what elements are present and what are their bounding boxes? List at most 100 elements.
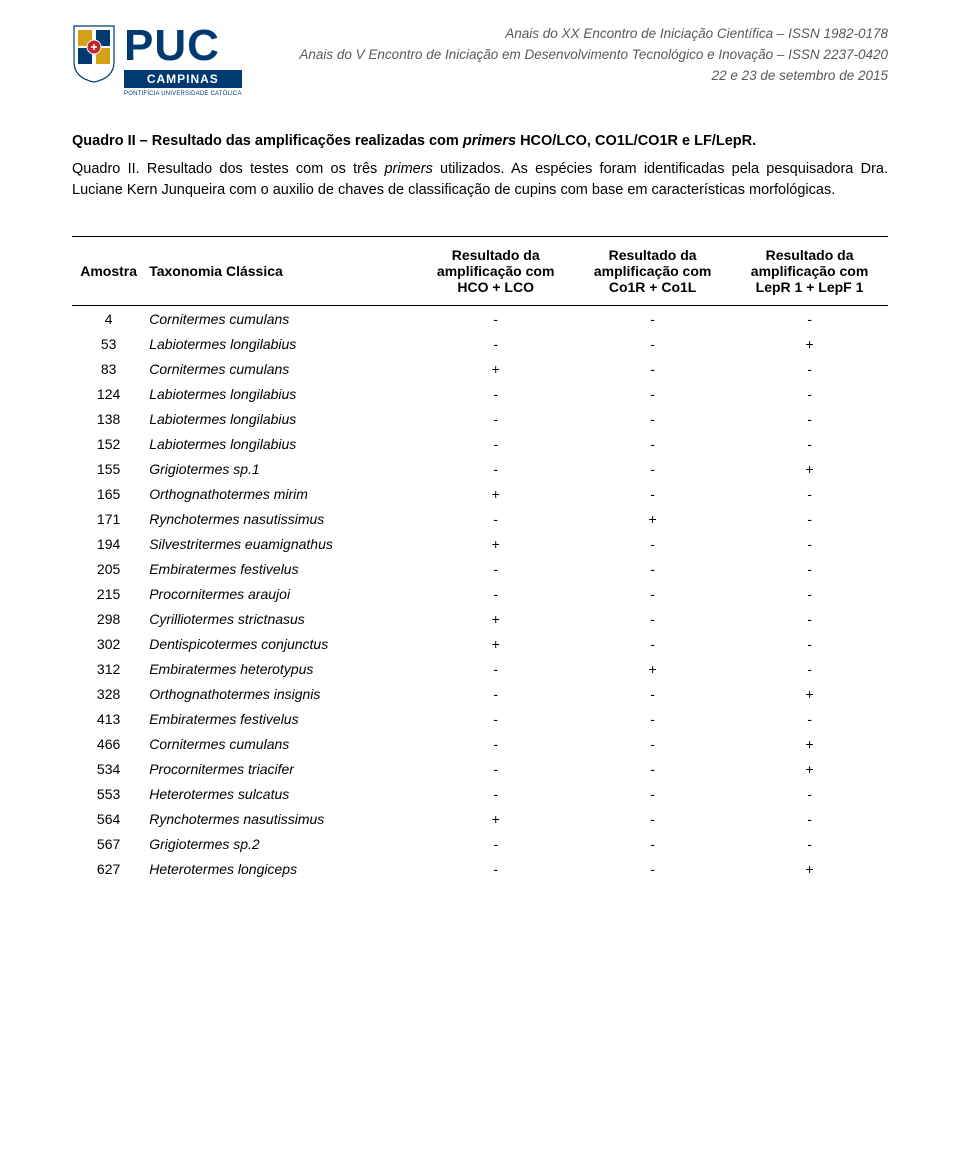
cell-result: - — [417, 431, 574, 456]
table-row: 171Rynchotermes nasutissimus-+- — [72, 506, 888, 531]
table-row: 215Procornitermes araujoi--- — [72, 581, 888, 606]
cell-result: - — [574, 756, 731, 781]
cell-amostra: 138 — [72, 406, 145, 431]
header-line-2: Anais do V Encontro de Iniciação em Dese… — [299, 45, 888, 66]
cell-result: - — [574, 481, 731, 506]
table-body: 4Cornitermes cumulans---53Labiotermes lo… — [72, 306, 888, 882]
cell-amostra: 567 — [72, 831, 145, 856]
col-lepr: Resultado da amplificação com LepR 1 + L… — [731, 237, 888, 306]
page-header: PUC CAMPINAS PONTIFÍCIA UNIVERSIDADE CAT… — [72, 24, 888, 97]
cell-amostra: 534 — [72, 756, 145, 781]
cell-taxonomia: Embiratermes festivelus — [145, 706, 417, 731]
cell-amostra: 152 — [72, 431, 145, 456]
cell-result: - — [731, 606, 888, 631]
cell-result: - — [574, 781, 731, 806]
table-row: 534Procornitermes triacifer--+ — [72, 756, 888, 781]
cell-result: - — [574, 456, 731, 481]
cell-result: - — [417, 306, 574, 332]
cell-result: + — [417, 356, 574, 381]
cell-result: - — [417, 456, 574, 481]
cell-taxonomia: Cornitermes cumulans — [145, 356, 417, 381]
logo-campinas: CAMPINAS — [124, 70, 242, 88]
title-italic: primers — [463, 133, 516, 149]
cell-taxonomia: Embiratermes heterotypus — [145, 656, 417, 681]
results-table: Amostra Taxonomia Clássica Resultado da … — [72, 236, 888, 881]
table-row: 4Cornitermes cumulans--- — [72, 306, 888, 332]
table-row: 312Embiratermes heterotypus-+- — [72, 656, 888, 681]
cell-amostra: 627 — [72, 856, 145, 881]
cell-result: - — [417, 831, 574, 856]
cell-result: - — [574, 356, 731, 381]
title-bold: Quadro II – Resultado das amplificações … — [72, 133, 463, 149]
cell-result: - — [731, 656, 888, 681]
cell-taxonomia: Cyrilliotermes strictnasus — [145, 606, 417, 631]
cell-taxonomia: Labiotermes longilabius — [145, 406, 417, 431]
cell-result: - — [574, 531, 731, 556]
cell-result: + — [731, 331, 888, 356]
table-row: 83Cornitermes cumulans+-- — [72, 356, 888, 381]
cell-result: + — [417, 631, 574, 656]
cell-result: - — [574, 406, 731, 431]
cell-result: + — [731, 681, 888, 706]
cell-amostra: 155 — [72, 456, 145, 481]
cell-result: - — [731, 506, 888, 531]
cell-amostra: 298 — [72, 606, 145, 631]
cell-result: - — [731, 381, 888, 406]
cell-amostra: 312 — [72, 656, 145, 681]
cell-taxonomia: Cornitermes cumulans — [145, 731, 417, 756]
cell-amostra: 171 — [72, 506, 145, 531]
cell-result: - — [574, 306, 731, 332]
cell-result: - — [731, 431, 888, 456]
cell-result: - — [417, 656, 574, 681]
cell-result: - — [574, 606, 731, 631]
cell-amostra: 215 — [72, 581, 145, 606]
cell-taxonomia: Grigiotermes sp.2 — [145, 831, 417, 856]
cell-result: - — [731, 306, 888, 332]
cell-amostra: 466 — [72, 731, 145, 756]
cell-result: - — [417, 856, 574, 881]
caption-i: primers — [384, 161, 432, 177]
cell-amostra: 205 — [72, 556, 145, 581]
table-row: 298Cyrilliotermes strictnasus+-- — [72, 606, 888, 631]
table-header-row: Amostra Taxonomia Clássica Resultado da … — [72, 237, 888, 306]
cell-result: + — [574, 656, 731, 681]
logo-subtitle: PONTIFÍCIA UNIVERSIDADE CATÓLICA — [124, 91, 242, 97]
cell-result: - — [731, 706, 888, 731]
col-amostra: Amostra — [72, 237, 145, 306]
cell-taxonomia: Dentispicotermes conjunctus — [145, 631, 417, 656]
cell-result: - — [417, 756, 574, 781]
cell-taxonomia: Procornitermes triacifer — [145, 756, 417, 781]
cell-result: - — [574, 556, 731, 581]
logo-puc: PUC — [124, 24, 242, 68]
cell-amostra: 328 — [72, 681, 145, 706]
title-rest: HCO/LCO, CO1L/CO1R e LF/LepR. — [516, 133, 756, 149]
cell-result: - — [574, 631, 731, 656]
caption-a: Quadro II. Resultado dos testes com os t… — [72, 161, 384, 177]
cell-result: - — [731, 781, 888, 806]
cell-result: - — [417, 556, 574, 581]
cell-result: - — [574, 731, 731, 756]
cell-result: - — [731, 406, 888, 431]
cell-result: - — [417, 506, 574, 531]
cell-result: - — [574, 581, 731, 606]
cell-taxonomia: Labiotermes longilabius — [145, 381, 417, 406]
table-row: 138Labiotermes longilabius--- — [72, 406, 888, 431]
cell-result: + — [417, 481, 574, 506]
header-right: Anais do XX Encontro de Iniciação Cientí… — [299, 24, 888, 87]
cell-result: + — [731, 456, 888, 481]
cell-result: - — [574, 331, 731, 356]
cell-taxonomia: Heterotermes sulcatus — [145, 781, 417, 806]
table-row: 466Cornitermes cumulans--+ — [72, 731, 888, 756]
table-row: 627Heterotermes longiceps--+ — [72, 856, 888, 881]
col-taxonomia: Taxonomia Clássica — [145, 237, 417, 306]
table-caption: Quadro II. Resultado dos testes com os t… — [72, 159, 888, 200]
cell-taxonomia: Grigiotermes sp.1 — [145, 456, 417, 481]
cell-taxonomia: Rynchotermes nasutissimus — [145, 806, 417, 831]
table-row: 564Rynchotermes nasutissimus+-- — [72, 806, 888, 831]
cell-result: + — [417, 806, 574, 831]
cell-result: - — [417, 681, 574, 706]
table-row: 165Orthognathotermes mirim+-- — [72, 481, 888, 506]
header-line-1: Anais do XX Encontro de Iniciação Cientí… — [299, 24, 888, 45]
cell-result: - — [417, 731, 574, 756]
cell-result: - — [731, 631, 888, 656]
